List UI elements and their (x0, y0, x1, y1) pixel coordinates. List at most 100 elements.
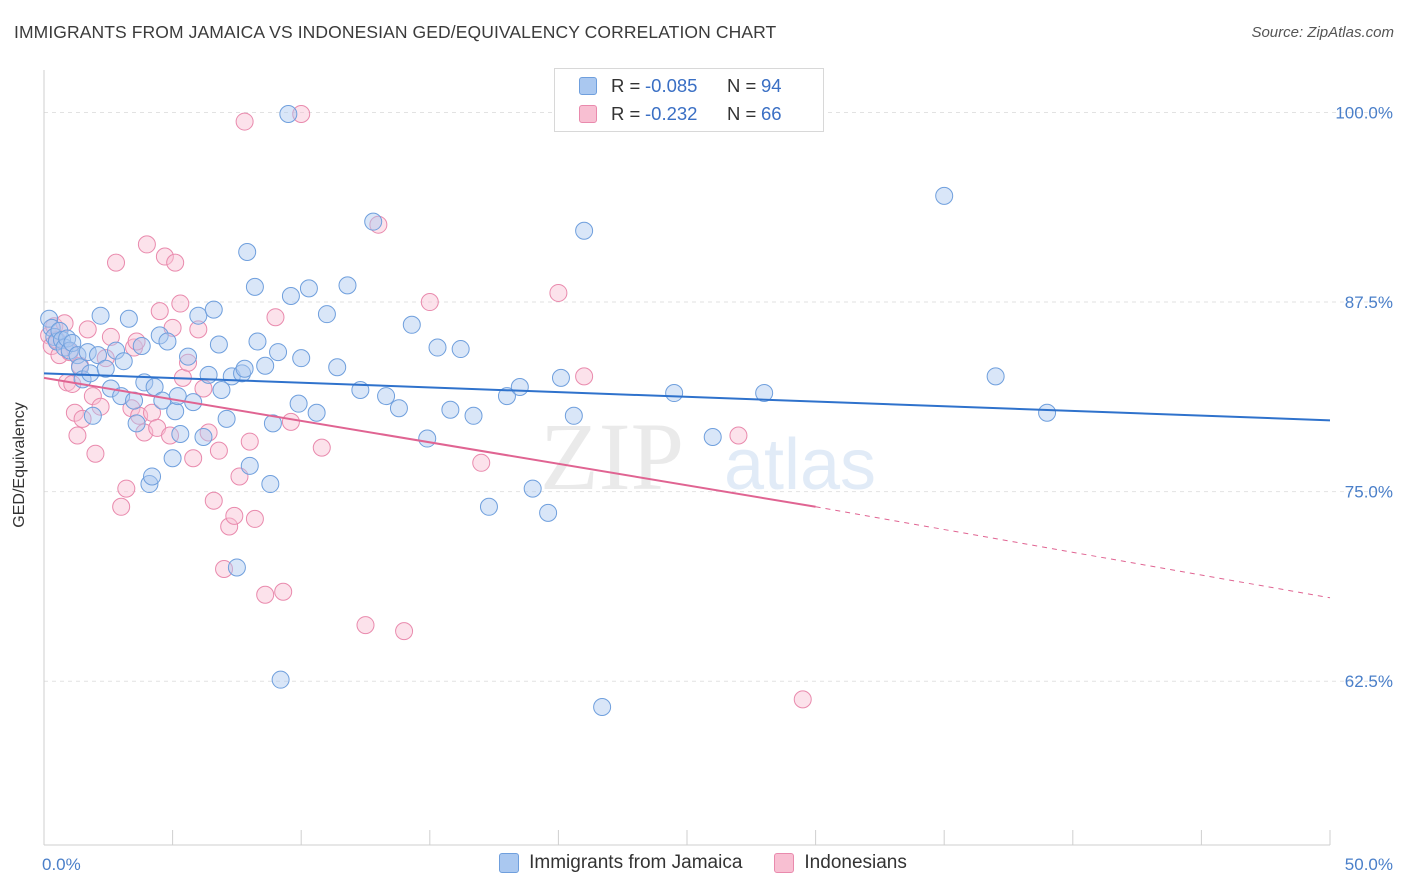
indonesian-point-50 (266, 308, 285, 327)
legend-label-jamaica: Immigrants from Jamaica (529, 852, 743, 873)
legend-row-indonesians: R = -0.232 N = 66 (579, 100, 782, 128)
indonesian-point-56 (369, 215, 388, 234)
jamaica-point-50 (235, 359, 254, 378)
y-tick-label-3: 62.5% (1345, 672, 1393, 691)
jamaica-point-18 (96, 359, 115, 378)
legend-n-label: N = (727, 103, 757, 124)
watermark-atlas: atlas (724, 425, 876, 505)
indonesian-point-53 (292, 104, 311, 123)
series-indonesians (40, 104, 812, 709)
jamaica-point-26 (132, 337, 151, 356)
y-tick-label-1: 87.5% (1345, 293, 1393, 312)
jamaica-point-89 (935, 186, 954, 205)
jamaica-point-34 (163, 449, 182, 468)
jamaica-point-25 (127, 414, 146, 433)
jamaica-point-92 (279, 104, 298, 123)
jamaica-point-80 (523, 479, 542, 498)
jamaica-point-86 (665, 384, 684, 403)
indonesian-point-14 (86, 444, 105, 463)
indonesian-point-44 (225, 506, 244, 525)
legend-label-indonesians: Indonesians (804, 852, 907, 873)
jamaica-point-60 (281, 286, 300, 305)
indonesian-point-51 (274, 582, 293, 601)
indonesian-point-29 (155, 247, 174, 266)
indonesian-point-36 (184, 449, 203, 468)
indonesian-point-33 (171, 294, 190, 313)
jamaica-point-13 (78, 343, 97, 362)
x-tick-label-1: 50.0% (1345, 855, 1393, 874)
source-label: Source: ZipAtlas.com (1251, 24, 1394, 41)
jamaica-point-23 (119, 309, 138, 328)
jamaica-point-14 (81, 364, 100, 383)
jamaica-point-77 (479, 497, 498, 516)
jamaica-point-75 (451, 340, 470, 359)
jamaica-point-48 (227, 558, 246, 577)
jamaica-point-85 (593, 697, 612, 716)
legend-swatch-jamaica (499, 853, 520, 873)
trend-lines (43, 372, 1331, 599)
jamaica-point-83 (564, 406, 583, 425)
jamaica-point-81 (539, 503, 558, 522)
jamaica-point-38 (179, 347, 198, 366)
jamaica-point-9 (63, 333, 82, 352)
indonesian-point-35 (179, 353, 198, 372)
series-legend: Immigrants from Jamaica Indonesians (0, 852, 1406, 874)
watermark: ZIP atlas (540, 403, 876, 510)
indonesian-point-61 (575, 367, 594, 386)
legend-item-indonesians[interactable]: Indonesians (774, 852, 907, 874)
jamaica-point-63 (307, 403, 326, 422)
jamaica-point-74 (441, 400, 460, 419)
indonesian-point-40 (204, 491, 223, 510)
jamaica-point-55 (256, 356, 275, 375)
stats-legend: R = -0.085 N = 94 R = -0.232 N = 66 (554, 68, 824, 132)
jamaica-point-42 (199, 365, 218, 384)
jamaica-point-82 (551, 368, 570, 387)
indonesian-point-41 (209, 441, 228, 460)
indonesian-point-58 (420, 293, 439, 312)
jamaica-point-91 (1038, 403, 1057, 422)
jamaica-point-90 (986, 367, 1005, 386)
jamaica-point-87 (703, 428, 722, 447)
tick-labels: 100.0% 87.5% 75.0% 62.5% 0.0% 50.0% (42, 103, 1393, 874)
indonesian-point-55 (356, 616, 375, 635)
indonesian-point-48 (245, 509, 264, 528)
trend-line-dashed-indonesians (815, 506, 1331, 599)
jamaica-point-35 (166, 402, 185, 421)
indonesian-point-42 (215, 559, 234, 578)
jamaica-point-53 (245, 277, 264, 296)
legend-row-jamaica: R = -0.085 N = 94 (579, 72, 782, 100)
legend-r-label: R = (611, 103, 641, 124)
jamaica-point-40 (189, 306, 208, 325)
jamaica-point-79 (510, 377, 529, 396)
jamaica-point-17 (91, 306, 110, 325)
indonesian-point-62 (729, 426, 748, 445)
jamaica-point-69 (377, 387, 396, 406)
indonesian-point-20 (117, 479, 136, 498)
jamaica-point-29 (143, 467, 162, 486)
legend-swatch-jamaica (579, 77, 597, 95)
watermark-zip: ZIP (540, 403, 684, 510)
jamaica-point-64 (317, 305, 336, 324)
legend-r-label: R = (611, 75, 641, 96)
jamaica-point-44 (209, 335, 228, 354)
jamaica-point-46 (217, 409, 236, 428)
indonesian-point-46 (235, 112, 254, 131)
jamaica-point-62 (299, 279, 318, 298)
jamaica-point-57 (263, 414, 282, 433)
x-tick-label-0: 0.0% (42, 855, 81, 874)
indonesian-point-12 (78, 320, 97, 339)
trend-line-jamaica (43, 372, 1331, 422)
indonesian-point-28 (150, 302, 169, 321)
legend-swatch-indonesians (774, 853, 795, 873)
indonesian-point-32 (166, 253, 185, 272)
jamaica-point-59 (271, 670, 290, 689)
legend-r-value: -0.232 (645, 103, 698, 124)
indonesian-point-49 (256, 585, 275, 604)
indonesian-point-54 (312, 438, 331, 457)
legend-swatch-indonesians (579, 105, 597, 123)
jamaica-point-58 (269, 343, 288, 362)
jamaica-point-66 (338, 276, 357, 295)
legend-item-jamaica[interactable]: Immigrants from Jamaica (499, 852, 742, 874)
indonesian-point-17 (101, 327, 120, 346)
jamaica-point-16 (89, 346, 108, 365)
